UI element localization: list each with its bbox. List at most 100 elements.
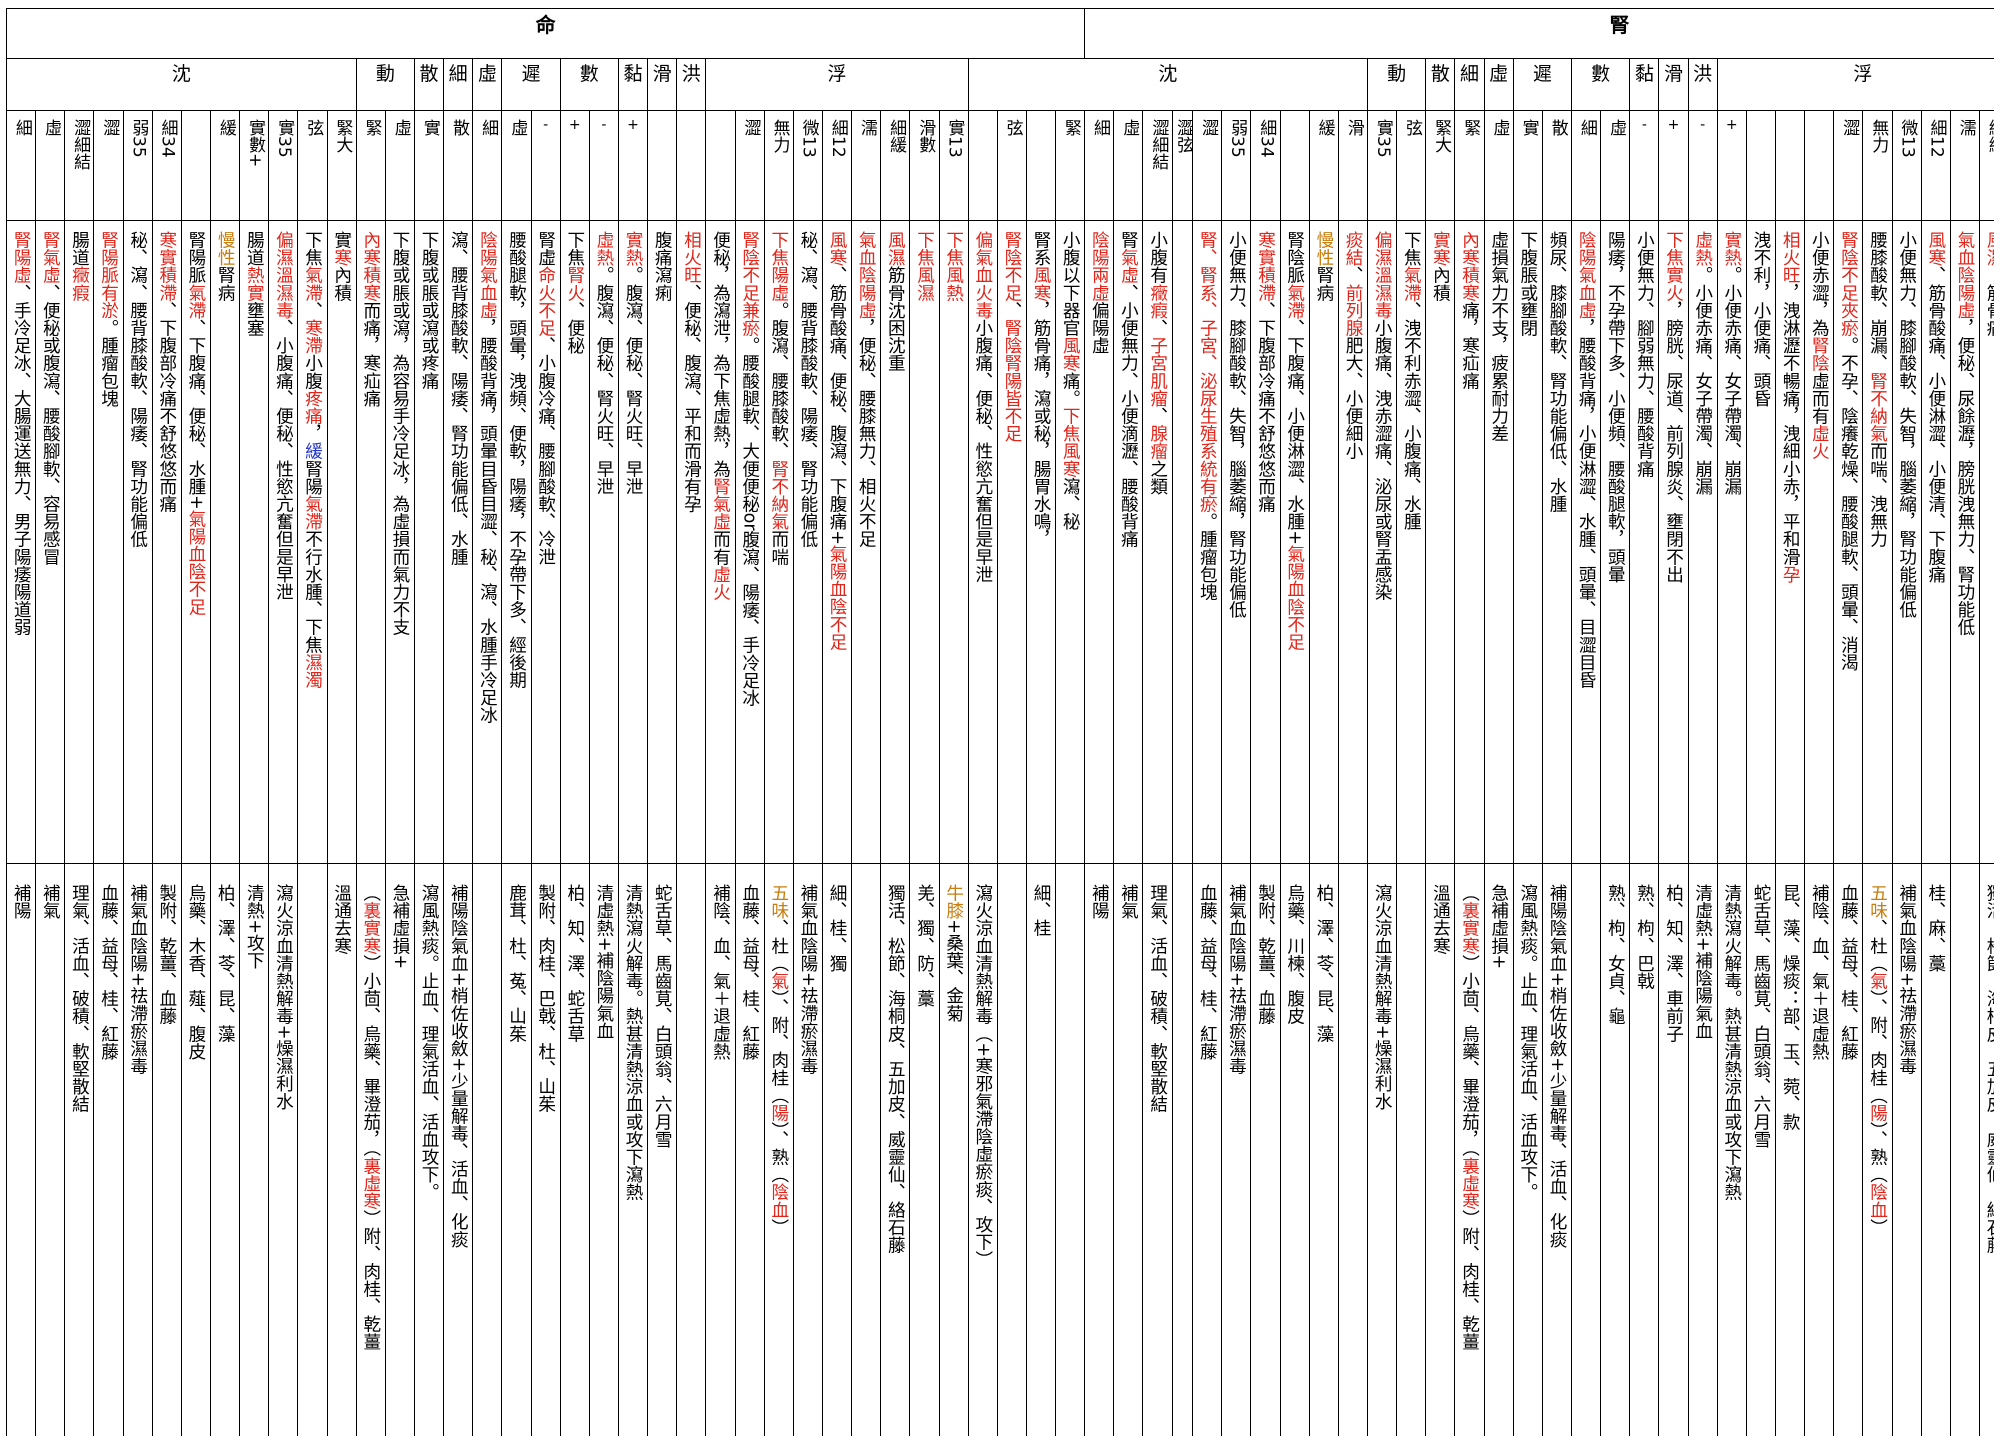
text-segment: 腎陽虛 [11, 231, 32, 284]
prescription-text: 製附、乾薑、血藤 [1252, 865, 1279, 1025]
prescription-text: 瀉風熱痰。止血、理氣活血、活血攻下。 [1514, 865, 1541, 1201]
text-segment: 清熱瀉火解毒。熱甚清熱涼血或攻下瀉熱 [1721, 884, 1742, 1201]
text-segment: 氣陽血陰不足 [827, 544, 848, 651]
text-segment: ）附、肉桂、乾薑 [360, 1209, 381, 1351]
text-segment: 腎陰 [1809, 336, 1830, 372]
text-segment: 腎病 [1313, 266, 1334, 302]
prescription-text: 桂、麻、藁 [1922, 865, 1949, 972]
text-segment: 獨活、松節、海桐皮、五加皮、威靈仙、絡石藤 [1984, 884, 1994, 1254]
symptom-text: 腎系風寒，筋骨痛，瀉或秘，腸胃水鳴， [1027, 222, 1054, 548]
text-segment: 溫通去寒 [331, 884, 352, 955]
symptom-cell: 腎陰不足夾瘀。不孕、陰癢乾燥、腰酸腿軟、頭暈、消渴 [1833, 220, 1864, 864]
text-segment: 風濕 [885, 231, 906, 267]
pulse-subtype-cell: 虛 [501, 110, 532, 221]
text-segment: 寒滯 [302, 319, 323, 355]
text-segment: 製附、乾薑、血藤 [1255, 884, 1276, 1025]
prescription-text: 清虛熱+補陰陽氣血 [1689, 865, 1716, 1040]
text-segment: 、筋骨酸痛、便秘、腹瀉、下腹痛+ [827, 266, 848, 545]
symptom-cell: 腸道熱實壅塞 [239, 220, 270, 864]
pulse-subtype-label: 實數+ [244, 119, 265, 168]
pulse-subtype-cell: 實35 [268, 110, 299, 221]
prescription-text: 柏、澤、苓、昆、藻 [211, 865, 238, 1042]
pulse-group-header: 洪 [676, 58, 707, 111]
symptom-cell: 腎陽脈氣滯、下腹痛、便秘、水腫+氣陽血陰不足 [180, 220, 211, 864]
pulse-subtype-cell [1804, 110, 1835, 221]
text-segment: ，便秘、腰膝無力、相火不足 [856, 319, 877, 548]
prescription-cell: 補氣血陰陽+祛滯瘀濕毒 [792, 863, 823, 1436]
prescription-cell: 補陰、血、氣＋退虛熱 [705, 863, 736, 1436]
pulse-group-header: 滑 [647, 58, 678, 111]
symptom-text: 秘、瀉、腰背膝酸軟、陽痿、腎功能偏低 [124, 222, 151, 548]
prescription-text: 溫通去寒 [1427, 865, 1454, 954]
symptom-text: 內寒積寒痛，寒疝痛 [1456, 222, 1483, 389]
text-segment: 、杜（ [768, 919, 789, 973]
prescription-cell: 製附、乾薑、血藤 [1250, 863, 1281, 1436]
text-segment: 氣滯 [302, 266, 323, 302]
symptom-row: 腎陽虛、手冷足冰、大腸運送無力、男子陽痿陽道弱 腎氣虛、便秘或腹瀉、腰酸腳軟、容易… [6, 220, 1994, 864]
text-segment: 相火旺 [1780, 231, 1801, 284]
prescription-text: 補氣血陰陽+祛滯瘀濕毒 [1893, 865, 1920, 1075]
symptom-text: 實熱。腹瀉、便秘、腎火旺、早泄 [619, 222, 646, 496]
text-segment: 牛膝 [943, 884, 964, 920]
text-segment: 氣滯 [1284, 283, 1305, 320]
pulse-subtype-cell: 細34 [1250, 110, 1281, 221]
text-segment: 偏濕溫濕毒 [273, 231, 294, 319]
text-segment: 便秘，為瀉泄，為下焦虛熱，為 [710, 231, 731, 478]
text-segment: 。小便赤痛、女子帶濁、崩漏 [1721, 266, 1742, 496]
pulse-chart: 命腎 沈動散細虛遲數黏滑洪浮沈動散細虛遲數黏滑洪浮 細虛澀細結澀弱35 細34 緩實… [6, 8, 1994, 1436]
symptom-cell: 氣血陰陽虛，便秘、腰膝無力、相火不足 [851, 220, 882, 864]
text-segment: 虛火 [1809, 424, 1830, 460]
symptom-text: 陰陽兩虛偏陽虛 [1086, 222, 1113, 354]
symptom-cell: 虛熱。腹瀉、便秘、腎火旺、早泄 [588, 220, 619, 864]
pulse-subtype-label: 無力 [769, 119, 790, 153]
text-segment: ，洩淋瀝不暢痛，洩細小赤，平和滑 [1780, 283, 1801, 566]
pulse-group-header: 浮 [1716, 58, 1994, 111]
symptom-cell: 陽痿，不孕帶下多、小便頻、腰酸腿軟，頭暈 [1600, 220, 1631, 864]
pulse-subtype-label: 緩 [1314, 119, 1335, 136]
pulse-subtype-label: 散 [448, 119, 469, 136]
symptom-cell: 腎陰脈氣滯、下腹痛、小便淋澀、水腫+氣陽血陰不足 [1279, 220, 1310, 864]
symptom-text: 慢性腎病 [1310, 222, 1337, 302]
prescription-text: 補陽陰氣血+梢佐收斂+少量解毒、活血、化痰 [445, 865, 472, 1248]
symptom-cell: 相火旺、便秘、腹瀉、平和而滑有孕 [676, 220, 707, 864]
pulse-group-header: 細 [443, 58, 474, 111]
prescription-text: 補陽 [8, 865, 35, 919]
text-segment: 筋骨沈困沈重 [885, 266, 906, 372]
text-segment: 裏實寒 [1459, 901, 1480, 955]
symptom-text: 下焦風濕 [911, 222, 938, 301]
prescription-text: 血藤、益母、桂、紅藤 [1835, 865, 1862, 1060]
symptom-cell: 偏濕溫濕毒、小腹痛、便秘、性慾亢奮但是早泄 [268, 220, 299, 864]
symptom-text: 虛熱。腹瀉、便秘、腎火旺、早泄 [590, 222, 617, 495]
text-segment: 補氣血陰陽+祛滯瘀濕毒 [1896, 884, 1917, 1075]
text-segment: 鹿茸、杜、菟、山茱 [506, 884, 527, 1043]
symptom-text: 下腹或脹或瀉或疼痛 [415, 222, 442, 389]
pulse-subtype-cell: 實 [413, 110, 445, 221]
text-segment: 五味 [768, 884, 789, 920]
text-segment: 陰血 [768, 1183, 789, 1219]
pulse-subtype-label: 緊大 [1431, 119, 1452, 153]
text-segment: 、下腹痛、小便淋澀、水腫+ [1284, 319, 1305, 545]
text-segment: 癥瘕 [1147, 283, 1168, 320]
text-segment: 五味 [1867, 884, 1888, 920]
text-segment: 烏藥、木香、薤、腹皮 [185, 884, 206, 1060]
pulse-subtype-label: 濡 [1955, 119, 1976, 136]
pulse-subtype-cell: 緩 [1308, 110, 1339, 221]
text-segment: 補陰、血、氣＋退虛熱 [1809, 884, 1830, 1060]
pulse-subtype-cell: 弦 [996, 110, 1027, 221]
text-segment: 、杜（ [1867, 919, 1888, 973]
pulse-subtype-cell: + [559, 110, 590, 221]
text-segment: 、便秘 [564, 301, 585, 355]
symptom-cell: 內寒積寒而痛，寒疝痛 [355, 220, 386, 864]
symptom-text: 小腹以下器官風寒痛。下焦風寒瀉、秘 [1057, 222, 1084, 530]
text-segment: 。腹瀉、便秘、腎火旺、早泄 [623, 266, 644, 496]
text-segment: 風寒 [1925, 231, 1946, 267]
pulse-subtype-cell: 虛 [1600, 110, 1631, 221]
symptom-text: 風濕，筋骨痛 [1980, 222, 1994, 337]
symptom-cell: 痰結、前列腺肥大、小便細小 [1337, 220, 1369, 864]
prescription-cell: 蛇舌草、馬齒莧、白頭翁、六月雪 [647, 863, 678, 1436]
text-segment: 。腫瘤包塊 [1197, 512, 1218, 601]
symptom-text: 腎、腎系、子宮、泌尿生殖系統有瘀。腫瘤包塊 [1194, 222, 1221, 601]
prescription-text: 補氣 [1115, 865, 1142, 919]
text-segment: 、便秘、腹瀉、平和而滑有孕 [681, 283, 702, 513]
prescription-cell [851, 863, 882, 1436]
